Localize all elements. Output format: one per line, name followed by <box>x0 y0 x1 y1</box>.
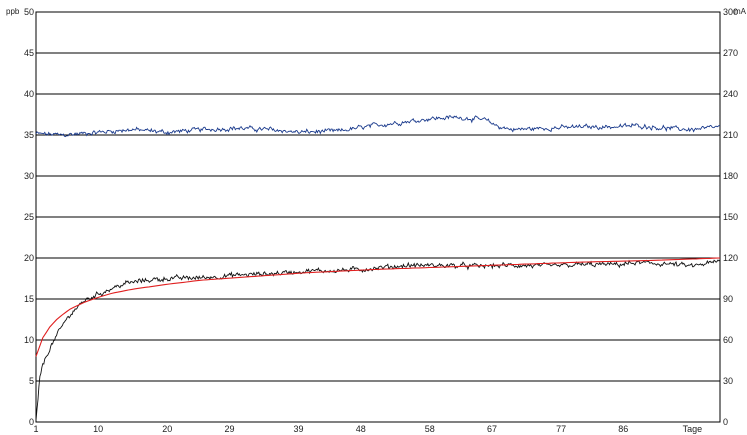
x-tick-label: 29 <box>224 424 234 434</box>
x-tick-label: 67 <box>487 424 497 434</box>
right-tick-label: 120 <box>723 253 738 263</box>
right-tick-label: 300 <box>723 7 738 17</box>
left-tick-label: 20 <box>24 253 34 263</box>
left-tick-label: 50 <box>24 7 34 17</box>
x-tick-label: 39 <box>294 424 304 434</box>
series-layer <box>35 115 721 421</box>
right-tick-label: 210 <box>723 130 738 140</box>
series-line <box>35 257 721 357</box>
x-tick-label: 86 <box>618 424 628 434</box>
right-tick-label: 270 <box>723 48 738 58</box>
x-tick-label: 1 <box>33 424 38 434</box>
left-tick-label: 15 <box>24 294 34 304</box>
left-tick-label: 35 <box>24 130 34 140</box>
x-tick-label: 10 <box>93 424 103 434</box>
left-tick-label: 10 <box>24 335 34 345</box>
right-tick-label: 150 <box>723 212 738 222</box>
grid-lines <box>36 52 720 382</box>
right-tick-label: 180 <box>723 171 738 181</box>
x-tick-label: 20 <box>162 424 172 434</box>
x-tick-label: 77 <box>556 424 566 434</box>
x-tick-label: 48 <box>356 424 366 434</box>
left-tick-label: 0 <box>29 417 34 427</box>
right-tick-label: 0 <box>723 417 728 427</box>
left-tick-label: 25 <box>24 212 34 222</box>
left-axis-unit: ppb <box>6 7 20 16</box>
right-tick-label: 90 <box>723 294 733 304</box>
right-tick-label: 30 <box>723 376 733 386</box>
left-tick-label: 40 <box>24 89 34 99</box>
right-tick-label: 60 <box>723 335 733 345</box>
series-line <box>35 115 721 138</box>
right-tick-label: 240 <box>723 89 738 99</box>
x-tick-label: 58 <box>425 424 435 434</box>
left-tick-label: 45 <box>24 48 34 58</box>
right-axis-unit: mA <box>734 7 747 16</box>
right-axis-ticks: 0 30 60 90 120 150 180 210 240 270 300 <box>723 7 738 427</box>
left-tick-label: 5 <box>29 376 34 386</box>
x-axis-ticks: 1 10 20 29 39 48 58 67 77 86 Tage <box>33 424 702 434</box>
left-tick-label: 30 <box>24 171 34 181</box>
left-axis-ticks: 0 5 10 15 20 25 30 35 40 45 50 <box>24 7 34 427</box>
x-tick-label: Tage <box>683 424 703 434</box>
